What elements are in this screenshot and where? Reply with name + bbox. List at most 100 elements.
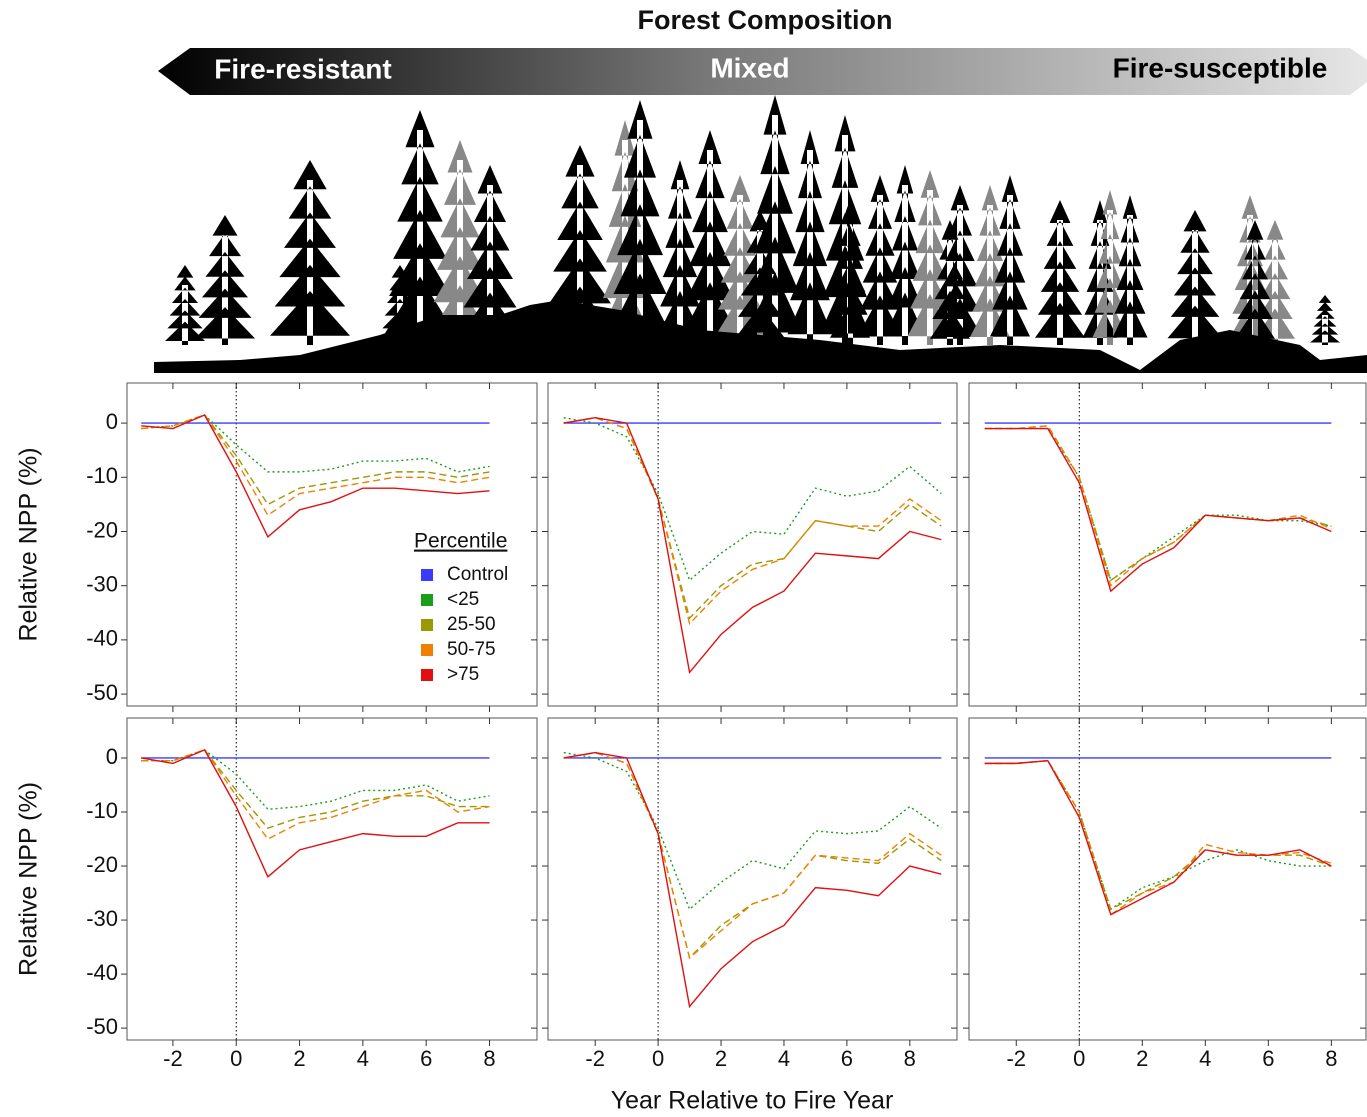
x-tick-label: 8: [1325, 1046, 1337, 1071]
panel: [542, 382, 958, 712]
series-line: [984, 425, 1332, 587]
tree: [270, 160, 350, 345]
x-tick-label: 0: [1073, 1046, 1085, 1071]
tree: [1167, 210, 1223, 345]
panel: [963, 382, 1367, 712]
y-tick-label: -20: [86, 517, 118, 542]
series-line: [984, 759, 1332, 916]
x-tick-label: 6: [420, 1046, 432, 1071]
series-line: [141, 414, 490, 539]
y-tick-label: -10: [86, 798, 118, 823]
y-axis-title: Relative NPP (%): [15, 447, 43, 641]
tree: [1310, 295, 1340, 345]
x-tick-label: 0: [652, 1046, 664, 1071]
tree: [460, 165, 520, 345]
legend-swatch: [421, 644, 433, 656]
series-line: [141, 749, 490, 811]
hill: [154, 300, 1367, 373]
x-tick-label: -2: [1006, 1046, 1026, 1071]
tree: [1235, 220, 1275, 345]
y-tick-label: 0: [106, 409, 118, 434]
plot-frame: [968, 717, 1367, 1041]
x-tick-label: 8: [483, 1046, 495, 1071]
tree: [682, 130, 738, 345]
tree: [930, 220, 970, 345]
y-axis-title: Relative NPP (%): [15, 782, 43, 976]
legend-label: >75: [447, 664, 479, 685]
y-tick-label: -40: [86, 960, 118, 985]
plot-frame: [968, 382, 1367, 707]
tree: [907, 170, 953, 345]
x-tick-label: 2: [293, 1046, 305, 1071]
x-tick-label: -2: [585, 1046, 605, 1071]
tree: [610, 100, 670, 345]
plot-frame: [126, 382, 538, 707]
x-tick-label: -2: [163, 1046, 183, 1071]
series-line: [984, 427, 1332, 582]
tree: [990, 175, 1030, 345]
y-tick-label: 0: [106, 744, 118, 769]
x-tick-label: 0: [230, 1046, 242, 1071]
panel: 0 -10 -20 -30 -40 -50 Relative NPP (%) Percenti…: [15, 382, 538, 712]
legend-swatch: [421, 569, 433, 581]
y-tick-label: -50: [86, 680, 118, 705]
y-tick-label: -20: [86, 852, 118, 877]
legend-label: Control: [447, 564, 508, 585]
tree: [385, 110, 455, 345]
plot-frame: [547, 717, 958, 1041]
panel: -2 0 2 4 6 8: [963, 717, 1367, 1071]
x-tick-label: 6: [1262, 1046, 1274, 1071]
series-line: [563, 416, 942, 620]
forest-illustration: [165, 95, 1340, 345]
plot-frame: [126, 717, 538, 1041]
plot-frame: [547, 382, 958, 707]
series-line: [141, 414, 490, 473]
tree: [937, 185, 983, 345]
y-tick-label: -10: [86, 463, 118, 488]
series-line: [141, 414, 490, 506]
tree: [1035, 200, 1085, 345]
legend-swatch: [421, 669, 433, 681]
tree: [195, 215, 255, 345]
x-tick-label: 4: [1199, 1046, 1211, 1071]
x-tick-label: 2: [715, 1046, 727, 1071]
x-tick-label: 2: [1136, 1046, 1148, 1071]
tree: [747, 95, 803, 345]
tree: [165, 265, 205, 345]
series-line: [141, 414, 490, 517]
composition-arrow: [158, 48, 1367, 95]
legend-title: Percentile: [414, 530, 507, 553]
series-line: [984, 759, 1332, 911]
series-line: [563, 751, 942, 960]
series-line: [563, 751, 942, 911]
arrow-label: Fire-resistant: [214, 53, 391, 84]
series-line: [141, 749, 490, 830]
series-line: [141, 749, 490, 840]
legend-label: <25: [447, 589, 479, 610]
x-axis-title: Year Relative to Fire Year: [611, 1087, 894, 1115]
x-tick-label: 4: [778, 1046, 790, 1071]
series-line: [563, 416, 942, 626]
series-line: [984, 759, 1332, 911]
legend-swatch: [421, 619, 433, 631]
arrow-label: Mixed: [710, 52, 789, 83]
series-line: [984, 427, 1332, 593]
x-tick-label: 6: [841, 1046, 853, 1071]
series-line: [141, 748, 490, 878]
y-tick-label: -40: [86, 626, 118, 651]
arrow-label: Fire-susceptible: [1113, 52, 1328, 83]
y-tick-label: -30: [86, 572, 118, 597]
legend-label: 25-50: [447, 614, 496, 635]
series-line: [563, 416, 942, 582]
tree: [735, 210, 785, 345]
legend-label: 50-75: [447, 639, 496, 660]
x-tick-label: 4: [357, 1046, 369, 1071]
tree: [1112, 195, 1148, 345]
series-line: [984, 425, 1332, 582]
panel: -2 0 2 4 6 8: [542, 717, 958, 1071]
series-line: [563, 751, 942, 1009]
legend-swatch: [421, 594, 433, 606]
y-tick-label: -30: [86, 906, 118, 931]
